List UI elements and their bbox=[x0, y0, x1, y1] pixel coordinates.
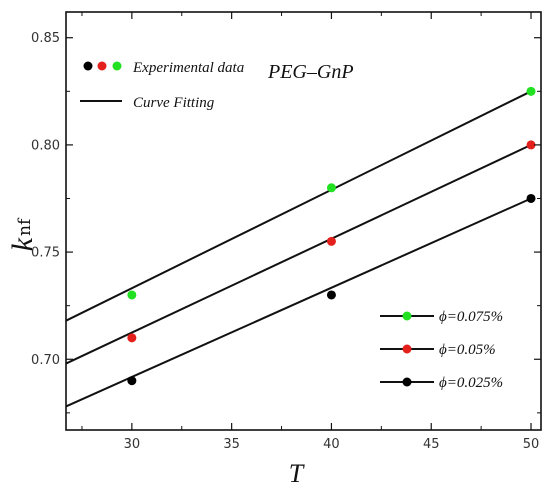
legend-top-marker-1 bbox=[83, 61, 93, 71]
x-tick-label: 40 bbox=[323, 437, 340, 452]
x-tick-label: 30 bbox=[124, 437, 141, 452]
data-point-1-1 bbox=[326, 236, 336, 246]
x-tick-label: 35 bbox=[223, 437, 240, 452]
svg-text:knf: knf bbox=[6, 217, 39, 251]
y-tick-label: 0.75 bbox=[31, 246, 60, 261]
fit-lines bbox=[65, 90, 532, 408]
legend-top-marker-2 bbox=[97, 61, 107, 71]
data-point-0-2 bbox=[526, 86, 536, 96]
y-tick-label: 0.70 bbox=[31, 353, 60, 368]
legend-top: Experimental data Curve Fitting bbox=[80, 60, 244, 111]
plot-frame bbox=[65, 11, 542, 431]
data-point-0-1 bbox=[326, 183, 336, 193]
y-tick-label: 0.85 bbox=[31, 31, 60, 46]
fit-line-0 bbox=[65, 90, 532, 322]
data-point-2-0 bbox=[127, 376, 137, 386]
legend-label-1: ϕ=0.05% bbox=[439, 342, 496, 358]
legend-bottom: ϕ=0.075% ϕ=0.05% ϕ=0.025% bbox=[380, 309, 503, 391]
y-tick-label: 0.80 bbox=[31, 138, 60, 153]
x-tick-label: 50 bbox=[523, 437, 540, 452]
legend-marker-1 bbox=[402, 344, 412, 354]
legend-top-markers-label: Experimental data bbox=[132, 60, 244, 76]
chart-annotation: PEG–GnP bbox=[267, 61, 354, 83]
legend-marker-0 bbox=[402, 311, 412, 321]
y-axis-label: knf bbox=[6, 217, 39, 251]
data-point-2-1 bbox=[326, 290, 336, 300]
legend-top-marker-3 bbox=[112, 61, 122, 71]
y-axis-label-main: k bbox=[6, 237, 39, 251]
data-point-1-2 bbox=[526, 140, 536, 150]
legend-marker-2 bbox=[402, 377, 412, 387]
data-points bbox=[127, 86, 536, 386]
y-axis-label-subscript: nf bbox=[15, 217, 35, 236]
data-point-2-2 bbox=[526, 193, 536, 203]
legend-top-line-label: Curve Fitting bbox=[133, 95, 215, 111]
ticks: 30 35 40 45 50 0.70 0.75 0.80 0.85 bbox=[31, 12, 541, 452]
fit-line-1 bbox=[65, 143, 532, 365]
data-point-0-0 bbox=[127, 290, 137, 300]
legend-label-0: ϕ=0.075% bbox=[439, 309, 503, 325]
x-axis-label: T bbox=[289, 459, 305, 488]
x-tick-label: 45 bbox=[423, 437, 440, 452]
legend-label-2: ϕ=0.025% bbox=[439, 375, 503, 391]
data-point-1-0 bbox=[127, 333, 137, 343]
fit-line-2 bbox=[65, 197, 532, 408]
